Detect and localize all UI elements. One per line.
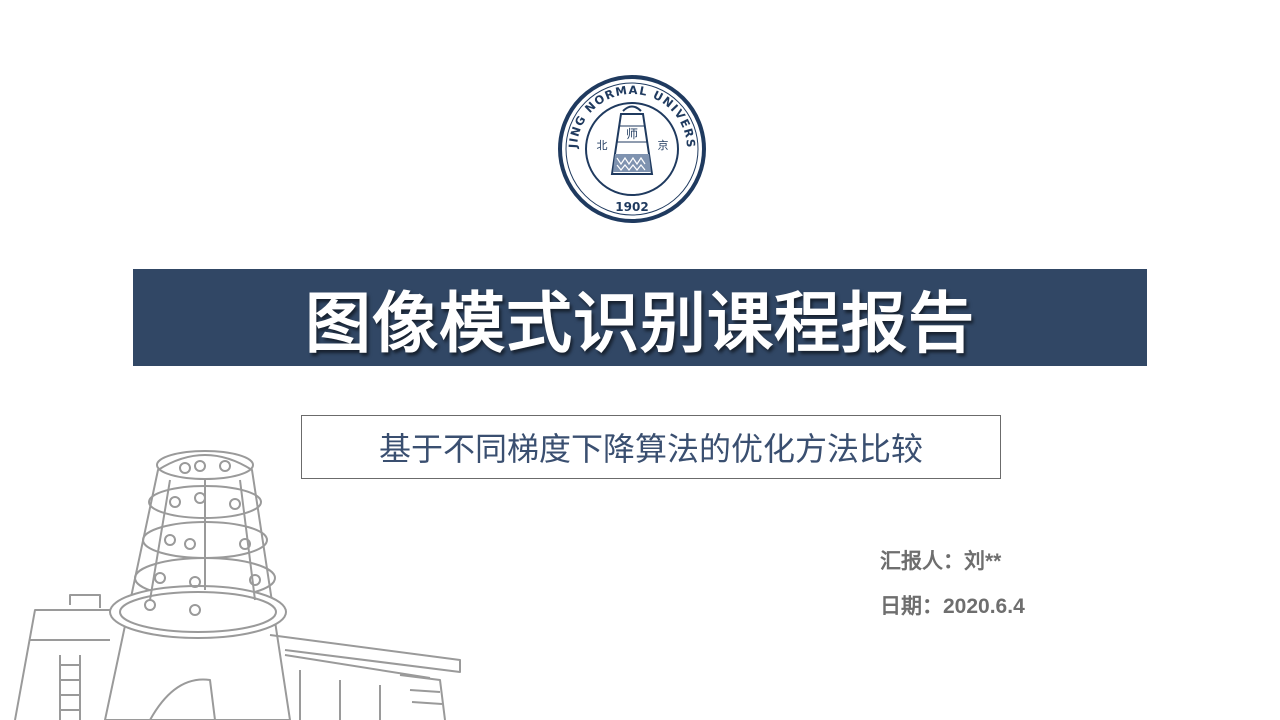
date-value: 2020.6.4 [943,595,1025,618]
reporter-name: 刘** [964,550,1002,573]
reporter-label: 汇报人： [880,550,964,573]
subtitle: 基于不同梯度下降算法的优化方法比较 [378,430,923,468]
date-line: 日期：2020.6.4 [880,590,1025,620]
building-sketch-illustration [14,450,461,720]
date-label: 日期： [880,595,943,618]
seal-year: 1902 [615,200,648,214]
seal-left-char: 北 [597,139,608,152]
seal-right-char: 京 [658,138,669,152]
seal-center-char: 师 [626,127,638,141]
reporter-line: 汇报人：刘** [880,545,1001,575]
university-seal-logo: BEIJING NORMAL UNIVERSITY 1902 师 北 京 [557,74,706,223]
page-title: 图像模式识别课程报告 [305,284,975,362]
bell-icon [610,105,654,175]
subtitle-box: 基于不同梯度下降算法的优化方法比较 [301,415,1001,479]
title-banner: 图像模式识别课程报告 [133,269,1147,366]
